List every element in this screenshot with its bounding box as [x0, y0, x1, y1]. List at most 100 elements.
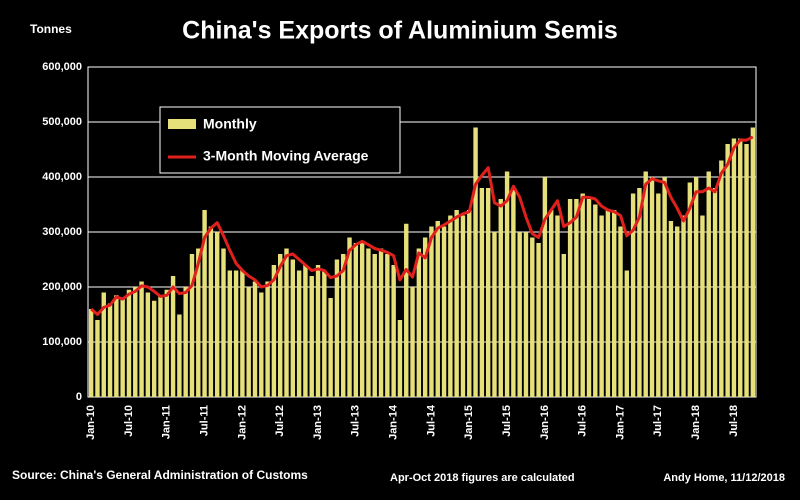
bar — [574, 199, 579, 397]
bar — [221, 248, 226, 397]
bar — [454, 210, 459, 397]
bar — [750, 127, 756, 397]
y-tick-label: 400,000 — [42, 171, 82, 183]
bar — [189, 254, 195, 397]
bar — [681, 215, 686, 397]
bar — [378, 248, 384, 397]
bar — [410, 287, 415, 397]
bar — [278, 254, 283, 397]
bar — [259, 292, 264, 397]
x-tick-label: Jan-16 — [539, 405, 551, 440]
x-tick-label: Jan-11 — [161, 405, 173, 439]
bar — [139, 281, 144, 397]
bar — [177, 314, 182, 397]
bar — [675, 226, 680, 397]
bar — [164, 289, 169, 397]
bar — [196, 248, 201, 397]
bar — [460, 215, 466, 397]
bar — [233, 270, 239, 397]
bar — [668, 221, 674, 397]
bar — [309, 276, 314, 397]
bar — [649, 177, 655, 397]
bar — [120, 298, 125, 397]
note: Apr-Oct 2018 figures are calculated — [390, 472, 575, 484]
x-tick-label: Jan-13 — [312, 405, 324, 440]
bar — [744, 144, 749, 397]
bar — [643, 171, 648, 397]
bar — [693, 177, 699, 397]
bar — [731, 138, 737, 397]
x-tick-label: Jan-12 — [236, 405, 248, 440]
y-tick-label: 500,000 — [42, 116, 82, 128]
bar — [561, 254, 566, 397]
bar — [542, 177, 548, 397]
bar — [385, 254, 390, 397]
bar — [593, 204, 598, 397]
bar — [107, 303, 113, 397]
x-tick-label: Jul-10 — [123, 405, 135, 437]
x-tick-label: Jan-15 — [463, 405, 475, 440]
x-tick-label: Jul-12 — [274, 405, 286, 437]
bar — [416, 248, 422, 397]
bar — [397, 320, 403, 397]
bar — [719, 160, 724, 397]
bar — [687, 182, 693, 397]
legend-label: 3-Month Moving Average — [203, 148, 369, 164]
bar — [322, 270, 327, 397]
bar — [618, 226, 623, 397]
bar — [252, 281, 258, 397]
bar — [214, 232, 220, 397]
bar — [227, 270, 232, 397]
bar — [473, 127, 478, 397]
y-axis-label: Tonnes — [30, 22, 72, 36]
y-tick-label: 0 — [76, 391, 82, 403]
bar — [422, 237, 428, 397]
source: Source: China's General Administration o… — [12, 468, 308, 482]
bar — [580, 193, 585, 397]
x-tick-label: Jan-17 — [614, 405, 626, 440]
bar — [208, 226, 214, 397]
bar — [548, 210, 554, 397]
y-tick-label: 200,000 — [42, 281, 82, 293]
x-tick-label: Jul-16 — [577, 405, 589, 437]
bar — [712, 188, 718, 397]
bar — [265, 281, 270, 397]
bar — [328, 298, 333, 397]
legend-label: Monthly — [203, 116, 257, 132]
bar — [126, 289, 132, 397]
bar — [353, 243, 359, 397]
bar — [612, 210, 617, 397]
bar — [448, 215, 453, 397]
bar — [467, 210, 472, 397]
bar — [429, 226, 434, 397]
bar — [341, 254, 346, 397]
bar — [662, 177, 667, 397]
bar — [88, 309, 94, 397]
bar — [170, 276, 176, 397]
bar — [504, 171, 510, 397]
bar — [435, 221, 440, 397]
bar — [555, 215, 560, 397]
x-tick-label: Jan-18 — [690, 405, 702, 440]
bar — [246, 287, 251, 397]
bar — [586, 199, 592, 397]
bar — [517, 232, 522, 397]
x-tick-label: Jul-15 — [501, 405, 513, 437]
legend-swatch — [168, 119, 196, 129]
bar — [366, 248, 371, 397]
y-tick-label: 600,000 — [42, 61, 82, 73]
legend-box — [159, 106, 401, 174]
x-tick-label: Jul-17 — [652, 405, 664, 437]
x-tick-label: Jan-10 — [85, 405, 97, 440]
bar — [158, 295, 163, 397]
bar — [359, 243, 365, 397]
bar — [523, 232, 529, 397]
x-tick-label: Jul-11 — [198, 405, 210, 436]
bar — [290, 259, 296, 397]
bar — [706, 171, 711, 397]
bar — [151, 300, 157, 397]
bar — [95, 320, 100, 397]
bar — [511, 188, 516, 397]
y-tick-label: 300,000 — [42, 226, 82, 238]
bar — [498, 199, 503, 397]
